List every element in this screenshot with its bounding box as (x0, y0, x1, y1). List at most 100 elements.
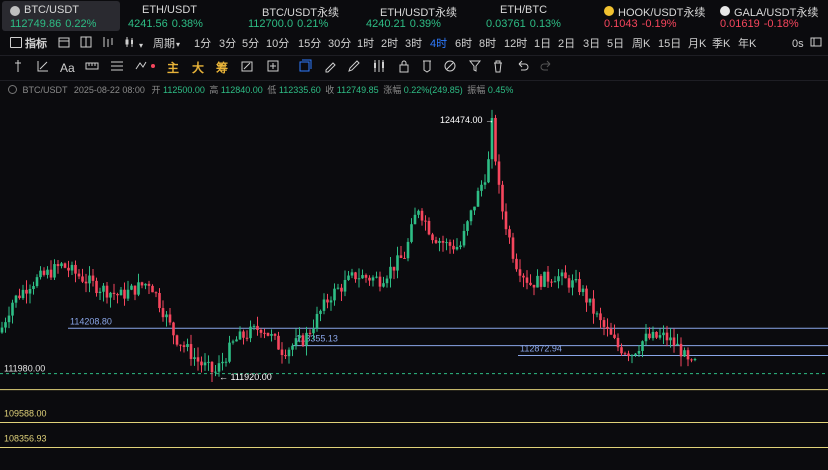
candle-body (515, 258, 518, 270)
candlestick-chart[interactable]: 114208.80 113355.13 112872.94 111980.00 1095… (0, 92, 828, 465)
delete-icon[interactable] (491, 59, 505, 77)
candle-body (613, 334, 616, 338)
amplitude-value: 0.45% (487, 85, 514, 95)
interval-button[interactable]: 季K (712, 38, 731, 50)
candle-body (529, 282, 532, 285)
crosshair-icon[interactable] (12, 59, 24, 77)
ticker-tab[interactable]: ETH/USDT永续 4240.21 0.39% (358, 1, 476, 31)
interval-button[interactable]: 5日 (607, 38, 625, 50)
highlighter-icon[interactable] (347, 59, 361, 77)
close-value: 112749.85 (336, 85, 379, 95)
big-order-button[interactable]: 大 (192, 61, 205, 75)
select-region-icon[interactable] (298, 59, 312, 77)
pattern-icon[interactable] (134, 59, 148, 77)
bar-style-icon[interactable] (102, 36, 114, 52)
trendline-icon[interactable] (36, 59, 50, 77)
text-tool-button[interactable]: Aa (60, 61, 75, 75)
candle-body (396, 255, 399, 271)
indicator-button[interactable]: 指标 (10, 36, 47, 52)
candle-body (665, 332, 669, 341)
ticker-tab[interactable]: HOOK/USDT永续 0.1043 -0.19% (596, 1, 710, 31)
candle-body (193, 357, 196, 359)
interval-button[interactable]: 3日 (583, 38, 601, 50)
interval-button[interactable]: 5分 (242, 38, 260, 50)
candle-body (525, 277, 529, 283)
open-label: 开 (151, 85, 161, 95)
interval-button[interactable]: 2日 (558, 38, 576, 50)
ticker-tab[interactable]: BTC/USDT永续 112700.0 0.21% (240, 1, 356, 31)
period-label: 周期 (153, 38, 175, 50)
interval-button[interactable]: 15分 (298, 38, 322, 50)
candle-body (371, 277, 375, 281)
candle-body (623, 353, 627, 355)
redo-icon[interactable] (540, 59, 554, 77)
fib-icon[interactable] (110, 59, 124, 77)
candle-body (186, 344, 189, 347)
chart-type-button[interactable]: ▾ (124, 36, 143, 52)
candle-body (168, 314, 172, 323)
main-indicator-button[interactable]: 主 (167, 61, 180, 75)
divider (0, 55, 828, 56)
ticker-tab[interactable]: BTC/USDT 112749.86 0.22% (2, 1, 120, 31)
interval-button[interactable]: 2时 (381, 38, 399, 50)
interval-button[interactable]: 6时 (455, 38, 473, 50)
interval-button[interactable]: 15日 (658, 38, 682, 50)
coin-icon (604, 6, 614, 16)
candle-body (217, 363, 221, 372)
period-button[interactable]: 周期▾ (153, 36, 180, 52)
candle-body (28, 289, 32, 294)
candle-body (175, 335, 179, 345)
calendar-icon[interactable] (58, 36, 70, 52)
info-symbol: BTC/USDT (22, 85, 68, 95)
candles-icon[interactable] (371, 59, 387, 77)
ticker-tab[interactable]: GALA/USDT永续 0.01619 -0.18% (712, 1, 828, 31)
undo-icon[interactable] (515, 59, 529, 77)
ticker-tab[interactable]: ETH/USDT 4241.56 0.38% (120, 1, 236, 31)
interval-button[interactable]: 周K (632, 38, 651, 50)
ticker-price: 4241.56 (128, 18, 168, 30)
candle-body (620, 347, 623, 354)
candle-body (25, 289, 28, 294)
settings-icon[interactable] (810, 36, 822, 52)
interval-button[interactable]: 3分 (219, 38, 237, 50)
ticker-price-line: 4240.21 0.39% (366, 18, 441, 30)
interval-button[interactable]: 1时 (357, 38, 375, 50)
interval-button[interactable]: 1分 (194, 38, 212, 50)
candle-body (109, 292, 112, 298)
interval-button[interactable]: 3时 (405, 38, 423, 50)
interval-button[interactable]: 30分 (328, 38, 352, 50)
candlestick-chart-svg[interactable]: 114208.80 113355.13 112872.94 111980.00 1095… (0, 92, 828, 465)
brush-icon[interactable] (240, 59, 254, 77)
ruler-icon[interactable] (85, 59, 99, 77)
candle-body (154, 292, 158, 294)
interval-button[interactable]: 8时 (479, 38, 497, 50)
interval-button[interactable]: 10分 (266, 38, 290, 50)
lock-icon[interactable] (398, 59, 410, 77)
pencil-icon[interactable] (323, 59, 337, 77)
candle-body (182, 345, 186, 347)
collapse-icon[interactable] (8, 85, 17, 94)
candle-body (7, 315, 11, 323)
indicator-icon (10, 37, 22, 48)
candle-body (357, 278, 361, 280)
filter-icon[interactable] (468, 59, 482, 77)
ticker-tab[interactable]: ETH/BTC 0.03761 0.13% (478, 1, 594, 31)
candle-body (693, 359, 697, 361)
interval-button[interactable]: 12时 (504, 38, 528, 50)
calculator-icon[interactable] (266, 59, 280, 77)
candle-body (298, 335, 301, 339)
layout-icon[interactable] (80, 36, 92, 52)
candle-body (116, 294, 119, 296)
candle-body (277, 335, 280, 350)
chips-button[interactable]: 筹 (216, 61, 229, 75)
interval-button[interactable]: 月K (688, 38, 707, 50)
magnet-icon[interactable] (420, 59, 434, 77)
eraser-icon[interactable] (443, 59, 457, 77)
candle-body (511, 237, 515, 259)
interval-button[interactable]: 4时 (430, 38, 448, 50)
max-price-label: 124474.00 → (440, 115, 494, 125)
interval-button[interactable]: 年K (738, 38, 757, 50)
candle-body (634, 353, 637, 356)
candle-body (543, 271, 546, 287)
interval-button[interactable]: 1日 (534, 38, 552, 50)
